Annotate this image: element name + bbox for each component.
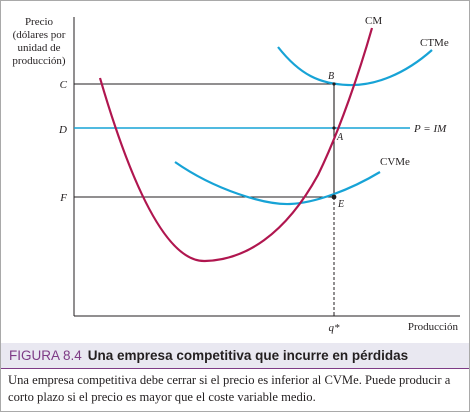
y-axis-label-line-2: (dólares por xyxy=(13,29,66,41)
price-label-f: F xyxy=(59,192,67,204)
cvme-label: CVMe xyxy=(380,156,410,168)
figure-caption-bar: FIGURA 8.4 Una empresa competitiva que in… xyxy=(1,343,469,369)
point-b-label: B xyxy=(328,71,334,82)
point-a-label: A xyxy=(336,132,344,143)
point-e-label: E xyxy=(337,199,344,210)
price-label-c: C xyxy=(60,79,68,91)
figure-title: Una empresa competitiva que incurre en p… xyxy=(87,348,409,363)
point-a-marker xyxy=(332,126,336,130)
y-axis-label-line-3: unidad de xyxy=(17,42,60,54)
point-b-marker xyxy=(332,82,336,86)
quantity-label: q* xyxy=(329,322,341,334)
ctme-curve xyxy=(277,46,433,87)
figure-caption-body: Una empresa competitiva debe cerrar si e… xyxy=(8,373,451,404)
price-label-d: D xyxy=(58,124,67,136)
cm-curve xyxy=(98,27,374,263)
y-axis-label-line-4: producción) xyxy=(12,55,65,67)
figure-number: FIGURA 8.4 xyxy=(9,348,82,363)
point-e-marker xyxy=(331,194,337,200)
cm-label: CM xyxy=(365,15,382,27)
cvme-curve xyxy=(174,161,381,206)
p-im-label: P = IM xyxy=(413,123,447,135)
x-axis-label: Producción xyxy=(408,321,459,333)
cost-curves-graph: Precio (dólares por unidad de producción… xyxy=(12,15,460,334)
ctme-label: CTMe xyxy=(420,37,449,49)
y-axis-label-line-1: Precio xyxy=(25,16,54,28)
